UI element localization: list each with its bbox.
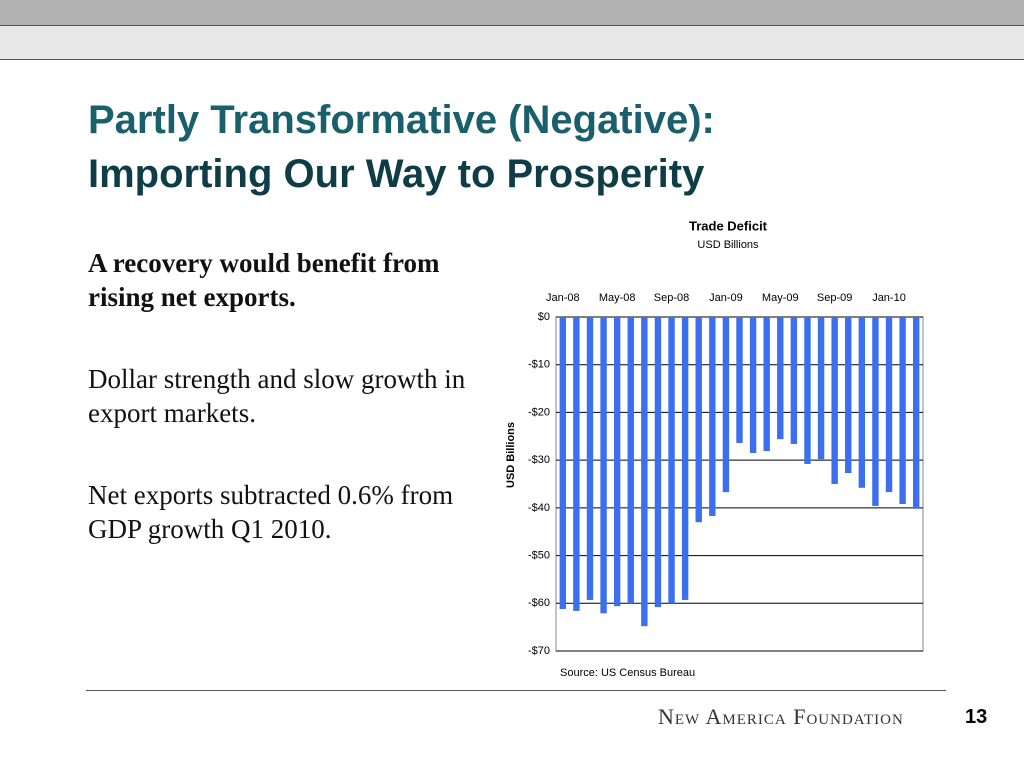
bar: [804, 317, 811, 464]
bar: [777, 317, 784, 440]
x-tick-label: Jan-09: [709, 292, 743, 304]
bar: [899, 317, 906, 505]
header-band: [0, 26, 1024, 60]
y-tick-label: -$20: [528, 406, 550, 418]
bar: [709, 317, 716, 516]
bar: [695, 317, 702, 523]
y-tick-label: -$60: [528, 597, 550, 609]
bar: [668, 317, 675, 604]
bar: [913, 317, 920, 509]
bar: [641, 317, 648, 627]
bar: [831, 317, 838, 484]
y-axis-label: USD Billions: [505, 422, 517, 488]
bullet: Net exports subtracted 0.6% from GDP gro…: [88, 480, 454, 544]
y-tick-label: -$70: [528, 645, 550, 657]
x-tick-label: Sep-08: [654, 292, 689, 304]
bar: [817, 317, 825, 460]
footer-logo: New America Foundation: [658, 704, 904, 729]
bullet: A recovery would benefit from rising net…: [88, 248, 440, 312]
title-line: Importing Our Way to Prosperity: [88, 152, 705, 196]
x-tick-label: May-08: [599, 292, 636, 304]
bar: [654, 317, 662, 608]
slide-title: Partly Transformative (Negative): Import…: [88, 93, 715, 201]
bar: [627, 317, 634, 604]
x-tick-label: Jan-08: [546, 292, 580, 304]
bar: [722, 317, 730, 493]
y-tick-label: -$50: [528, 549, 550, 561]
chart-title: Trade Deficit: [689, 218, 768, 233]
bar: [763, 317, 770, 452]
bar: [586, 317, 594, 600]
title-line: Partly Transformative (Negative):: [88, 98, 715, 142]
y-tick-label: -$10: [528, 359, 550, 371]
y-tick-label: -$30: [528, 454, 550, 466]
source: Source: US Census Bureau: [560, 667, 695, 679]
bar: [600, 317, 607, 614]
bar: [872, 317, 879, 506]
x-tick-label: May-09: [762, 292, 799, 304]
bar: [885, 317, 893, 493]
bar: [736, 317, 743, 443]
header-band: [0, 0, 1024, 26]
x-tick-label: Jan-10: [872, 292, 906, 304]
bar: [845, 317, 852, 474]
bar: [613, 317, 621, 607]
footer-rule: [86, 690, 946, 691]
y-tick-label: -$40: [528, 502, 550, 514]
bar: [749, 317, 757, 453]
y-tick-label: $0: [538, 311, 550, 323]
chart-subtitle: USD Billions: [697, 239, 759, 251]
bar: [681, 317, 689, 600]
bar: [790, 317, 798, 444]
bullet: Dollar strength and slow growth in expor…: [88, 364, 466, 428]
x-tick-label: Sep-09: [817, 292, 852, 304]
bar: [573, 317, 580, 611]
bar: [858, 317, 866, 488]
page-number: 13: [965, 706, 988, 728]
bar: [559, 317, 566, 610]
